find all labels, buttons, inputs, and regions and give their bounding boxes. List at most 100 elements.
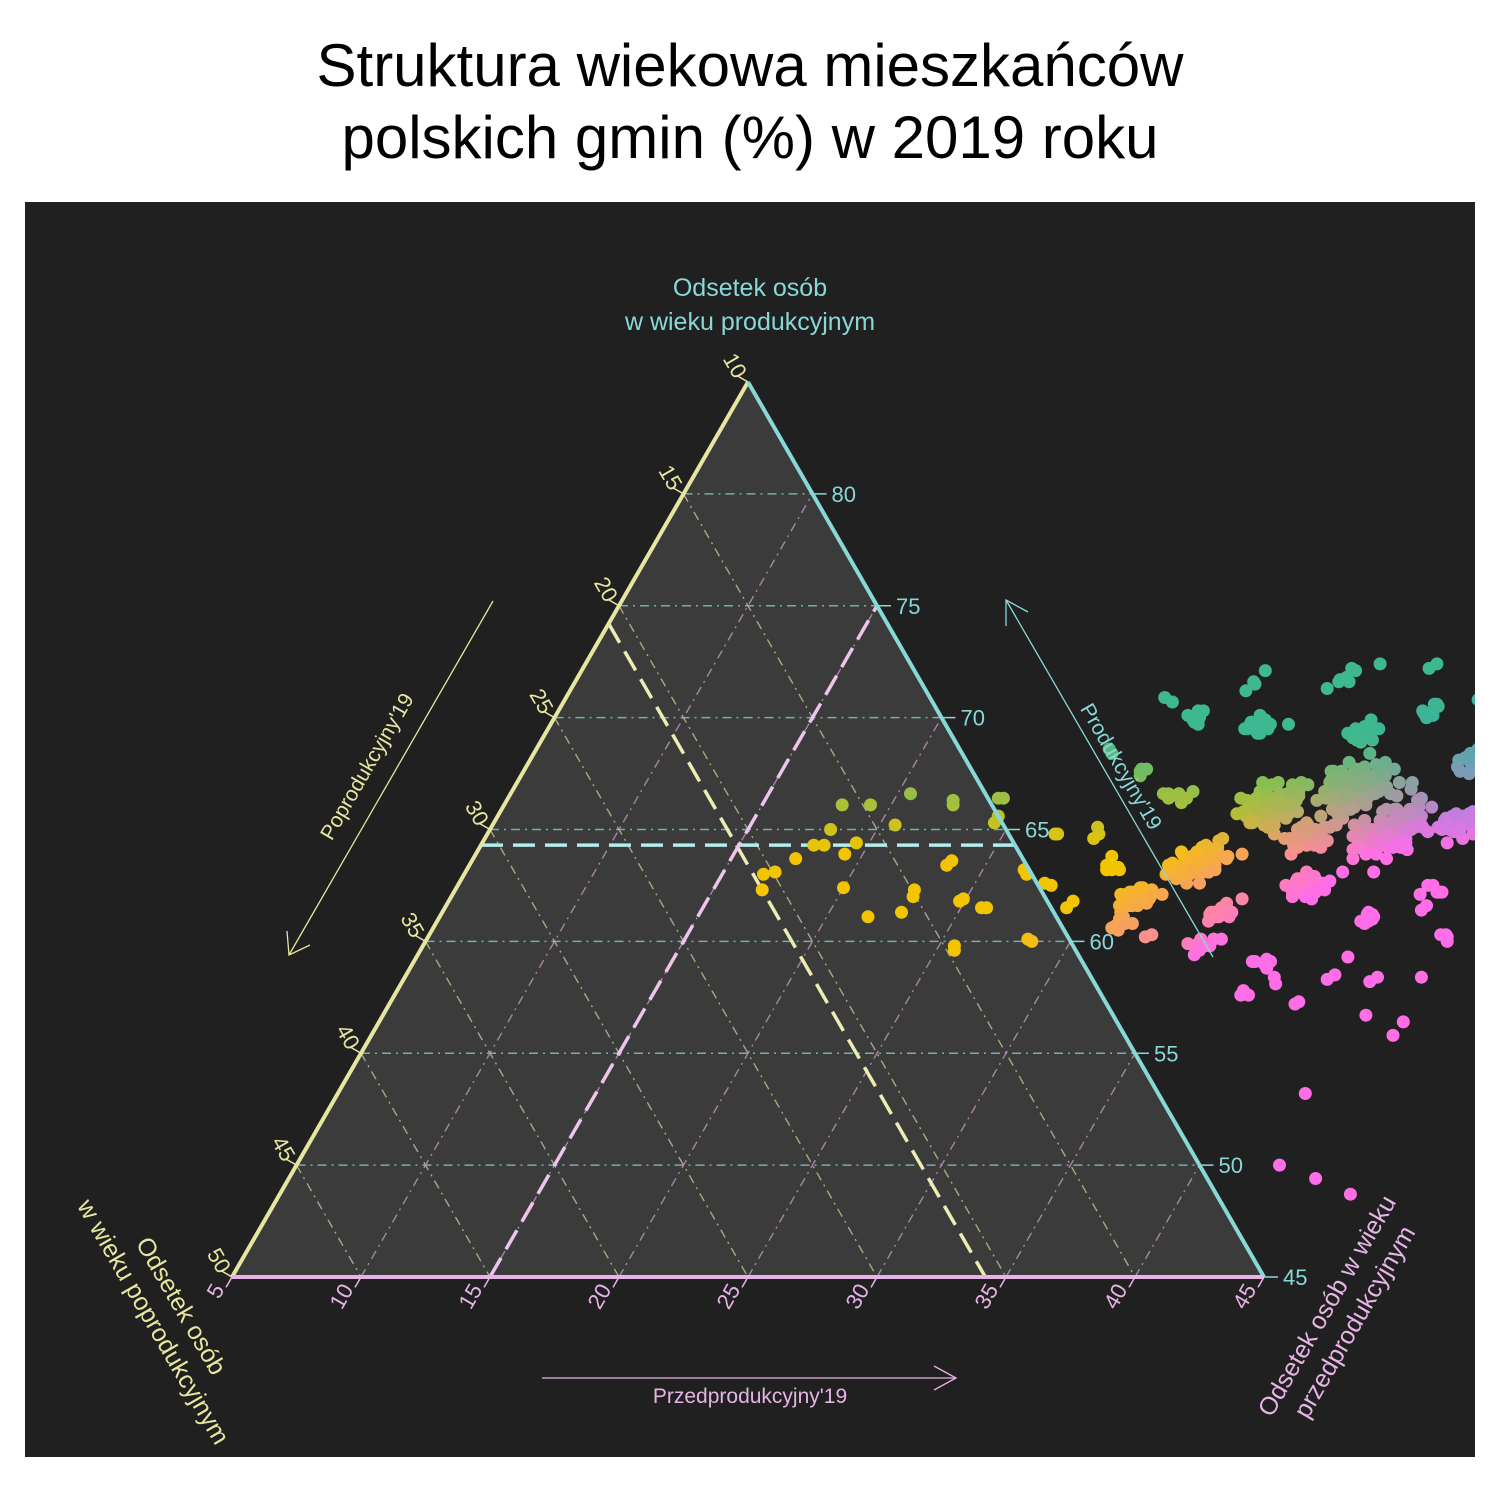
data-point [1372, 722, 1386, 736]
tick-poprodukcyjny [479, 822, 491, 831]
mean-line-przedprodukcyjny [488, 604, 879, 1278]
tick-label-poprodukcyjny: 10 [718, 349, 752, 383]
data-point [1310, 793, 1324, 807]
tick-przedprodukcyjny [1128, 1276, 1136, 1288]
data-point [980, 901, 994, 915]
data-point [1356, 825, 1370, 839]
tick-przedprodukcyjny [483, 1276, 491, 1288]
tick-przedprodukcyjny [612, 1276, 620, 1288]
data-point [1373, 657, 1387, 671]
data-point [1327, 791, 1341, 805]
data-point [1048, 827, 1062, 841]
data-point [1220, 905, 1234, 919]
data-point [768, 865, 782, 879]
tick-label-przedprodukcyjny: 5 [202, 1279, 230, 1302]
data-point [1249, 724, 1263, 738]
tick-poprodukcyjny [543, 710, 555, 719]
data-point [1235, 847, 1249, 861]
data-point [1038, 876, 1052, 890]
data-point [1386, 1028, 1400, 1042]
data-point [1105, 746, 1119, 760]
data-points [755, 631, 1500, 1201]
data-point [1345, 661, 1359, 675]
data-point [1066, 894, 1080, 908]
data-point [1113, 899, 1126, 913]
gridline-przedprodukcyjny [876, 941, 1072, 1278]
data-point [861, 910, 875, 924]
data-point [864, 798, 877, 812]
data-point [895, 905, 908, 919]
tick-label-poprodukcyjny: 20 [589, 573, 623, 607]
right-arrow-head [1005, 598, 1029, 626]
data-point [1297, 825, 1311, 839]
data-point [1291, 805, 1304, 819]
tick-label-przedprodukcyjny: 15 [453, 1279, 487, 1313]
left-arrow-head [286, 930, 311, 956]
data-point [1414, 970, 1428, 984]
data-point [1380, 852, 1393, 866]
tick-poprodukcyjny [285, 1158, 297, 1166]
tick-poprodukcyjny [672, 487, 684, 495]
gridline-poprodukcyjny [295, 1164, 362, 1278]
tick-label-produkcyjny: 65 [1025, 818, 1049, 843]
data-point [1309, 881, 1323, 895]
mean-lines [480, 604, 1016, 1278]
data-point [1430, 697, 1444, 711]
tick-label-przedprodukcyjny: 45 [1227, 1279, 1261, 1313]
data-point [1316, 832, 1330, 845]
tick-przedprodukcyjny [999, 1276, 1007, 1288]
data-point [1396, 1015, 1410, 1029]
data-point [1214, 932, 1228, 946]
tick-przedprodukcyjny [741, 1276, 749, 1288]
data-point [1430, 657, 1444, 671]
data-point [1132, 896, 1146, 910]
data-point [1425, 800, 1439, 814]
data-point [1405, 776, 1419, 789]
data-point [755, 883, 769, 897]
data-point [1193, 943, 1206, 957]
data-point [1243, 816, 1257, 830]
data-point [1318, 785, 1332, 798]
data-point [1453, 823, 1467, 836]
data-point [1343, 802, 1357, 816]
data-point [1267, 818, 1281, 832]
tick-label-przedprodukcyjny: 35 [969, 1279, 1003, 1313]
data-point [1021, 932, 1035, 946]
tick-label-przedprodukcyjny: 40 [1098, 1279, 1132, 1313]
data-point [940, 858, 954, 872]
tick-label-przedprodukcyjny: 25 [711, 1279, 745, 1313]
data-point [1294, 874, 1308, 888]
tick-label-poprodukcyjny: 30 [460, 796, 494, 830]
plot-panel: 45 50 55 60 65 70 75 80 10 15 20 25 30 35 40 45 50 5 10 15 2… [25, 202, 1500, 1457]
tick-poprodukcyjny [350, 1046, 362, 1054]
data-point [757, 867, 770, 881]
data-point [807, 838, 821, 852]
data-point [1324, 773, 1338, 787]
tick-label-poprodukcyjny: 40 [331, 1020, 365, 1054]
tick-poprodukcyjny [608, 599, 620, 607]
data-point [888, 818, 902, 832]
data-point [1449, 807, 1463, 821]
data-point [1364, 731, 1378, 745]
tick-label-produkcyjny: 60 [1090, 929, 1114, 954]
chart-title: Struktura wiekowa mieszkańców polskich gm… [0, 30, 1500, 174]
data-point [1314, 809, 1328, 823]
tick-przedprodukcyjny [225, 1276, 233, 1288]
data-point [1331, 807, 1344, 821]
data-point [1390, 789, 1404, 803]
data-point [1327, 818, 1341, 832]
data-point [1155, 887, 1169, 901]
data-point [1176, 847, 1190, 861]
data-point [1376, 805, 1390, 819]
data-point [1216, 832, 1230, 845]
tick-label-produkcyjny: 55 [1154, 1041, 1178, 1066]
data-point [1292, 995, 1306, 1009]
data-point [835, 798, 849, 812]
data-point [824, 823, 838, 836]
data-point [1471, 693, 1485, 707]
tick-poprodukcyjny [221, 1270, 233, 1278]
data-point [1369, 758, 1383, 772]
tick-poprodukcyjny [414, 934, 426, 943]
data-point [1298, 1087, 1312, 1100]
